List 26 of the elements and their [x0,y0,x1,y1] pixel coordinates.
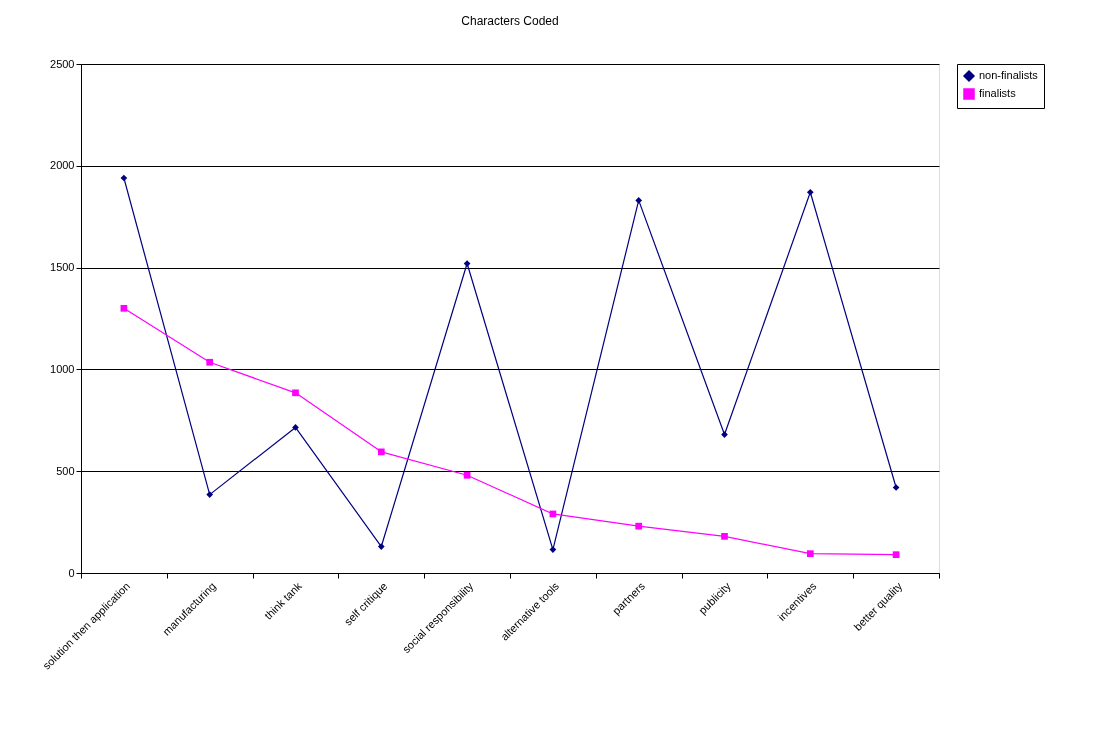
point [377,543,385,550]
point [549,546,557,553]
y-tick-label: 500 [56,464,75,477]
y-tick-label: 2500 [50,57,75,70]
y-tick-label: 2000 [50,159,75,172]
y-tick-label: 1500 [50,261,75,274]
point [377,448,385,456]
chart-title: Characters Coded [461,14,559,28]
y-tick-label: 0 [68,566,75,579]
point [806,188,814,196]
point [292,424,299,431]
point [463,471,471,479]
point [892,551,900,559]
y-tick-label: 1000 [50,362,75,375]
legend-label: finalists [979,87,1017,99]
point [806,550,814,558]
point [292,389,299,397]
point [721,431,728,438]
point [120,174,128,182]
point [635,197,643,204]
point [635,522,643,530]
point [206,491,214,498]
point [120,304,128,312]
point [721,533,728,540]
legend-label: non-finalists [979,69,1039,81]
point [206,358,214,366]
